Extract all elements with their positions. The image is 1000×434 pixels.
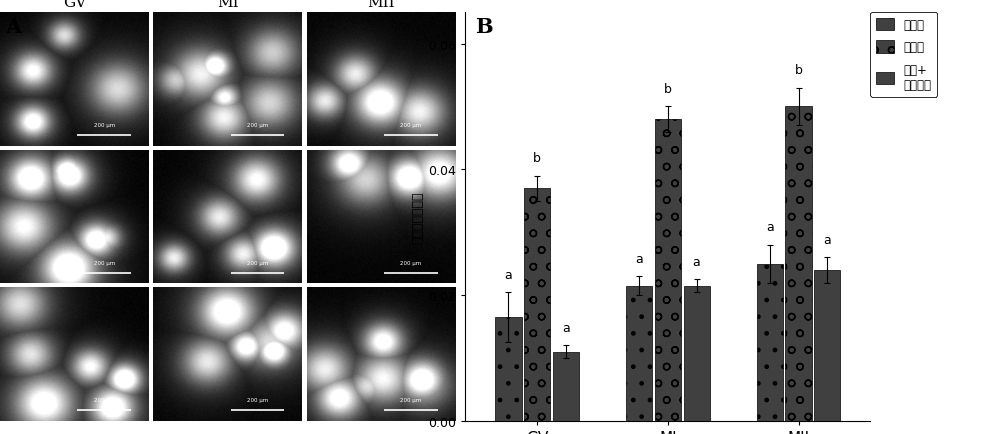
- Text: a: a: [635, 252, 643, 265]
- Title: GV: GV: [63, 0, 86, 10]
- Text: b: b: [795, 64, 802, 77]
- Text: 200 μm: 200 μm: [247, 397, 268, 402]
- Text: a: a: [505, 268, 512, 281]
- Text: b: b: [533, 152, 541, 165]
- Text: a: a: [823, 233, 831, 247]
- Text: 200 μm: 200 μm: [94, 123, 115, 128]
- Text: A: A: [5, 17, 21, 37]
- Bar: [524, 189, 550, 421]
- Text: 200 μm: 200 μm: [247, 123, 268, 128]
- Text: 200 μm: 200 μm: [400, 123, 421, 128]
- Bar: [684, 286, 710, 421]
- Text: 200 μm: 200 μm: [94, 260, 115, 265]
- Text: 200 μm: 200 μm: [400, 397, 421, 402]
- Bar: [785, 107, 812, 421]
- Text: a: a: [562, 322, 570, 334]
- Bar: [495, 317, 522, 421]
- Text: 200 μm: 200 μm: [400, 260, 421, 265]
- Text: B: B: [475, 17, 493, 37]
- Title: MII: MII: [367, 0, 395, 10]
- Text: b: b: [664, 83, 672, 96]
- Legend: 新鲜组, 冷冻组, 冷冻+
褪黑素组: 新鲜组, 冷冻组, 冷冻+ 褪黑素组: [870, 13, 937, 98]
- Bar: [553, 352, 579, 421]
- Y-axis label: 相对活性氧水平: 相对活性氧水平: [411, 191, 424, 243]
- Text: a: a: [693, 256, 700, 269]
- Bar: [814, 270, 840, 421]
- Bar: [626, 286, 652, 421]
- Bar: [655, 120, 681, 421]
- Text: 200 μm: 200 μm: [247, 260, 268, 265]
- Bar: [757, 264, 783, 421]
- Text: 200 μm: 200 μm: [94, 397, 115, 402]
- Title: MI: MI: [217, 0, 239, 10]
- Text: a: a: [766, 221, 774, 234]
